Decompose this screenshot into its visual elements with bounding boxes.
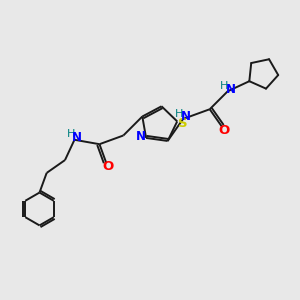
Text: N: N (181, 110, 191, 123)
Text: H: H (174, 109, 183, 119)
Text: S: S (178, 117, 188, 130)
Text: N: N (72, 131, 82, 144)
Text: N: N (226, 83, 236, 96)
Text: H: H (220, 81, 228, 91)
Text: O: O (103, 160, 114, 172)
Text: O: O (218, 124, 230, 137)
Text: N: N (136, 130, 146, 143)
Text: H: H (67, 129, 75, 140)
